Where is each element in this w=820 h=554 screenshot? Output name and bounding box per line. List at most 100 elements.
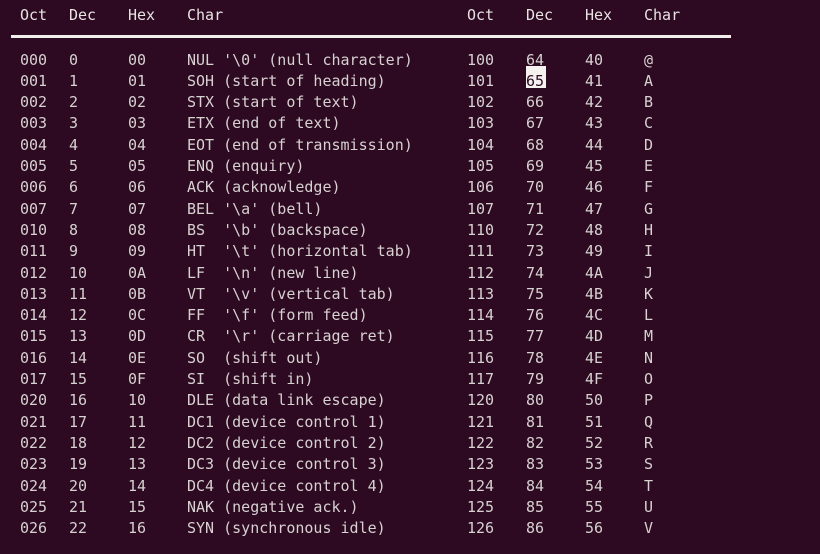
right-table-cell-oct: 125	[467, 497, 495, 516]
left-table-cell-char: DC1 (device control 1)	[187, 412, 386, 431]
right-table-cell-oct: 113	[467, 284, 495, 303]
right-table-cell-oct: 111	[467, 242, 495, 261]
right-table-cell-hex: 52	[585, 433, 604, 452]
right-table-cell-hex: 51	[585, 412, 604, 431]
right-table-cell-char: A	[644, 71, 654, 90]
left-table-cell-char: ENQ (enquiry)	[187, 157, 305, 175]
header-separator-rule	[11, 35, 731, 38]
left-table-cell-oct: 013	[20, 284, 48, 303]
right-table-cell-char: K	[644, 284, 654, 303]
left-table-cell-hex: 11	[128, 412, 147, 431]
left-table-cell-char: ACK (acknowledge)	[187, 178, 341, 197]
left-table-cell-hex: 07	[128, 199, 147, 218]
right-table-cell-dec: 71	[526, 199, 545, 218]
left-table-cell-oct: 023	[20, 455, 48, 474]
left-table-cell-char: BS '\b' (backspace)	[187, 220, 368, 239]
selected-cell-highlight[interactable]: 65	[525, 66, 547, 90]
right-table-cell-dec: 79	[526, 370, 545, 388]
left-table-cell-dec: 2	[69, 93, 79, 112]
right-table-cell-char: B	[644, 93, 654, 112]
left-table-cell-hex: 09	[128, 242, 147, 261]
right-table-cell-oct: 120	[467, 391, 495, 410]
right-table-cell-dec: 67	[526, 114, 545, 133]
left-table-cell-hex: 00	[128, 50, 147, 69]
right-table-cell-dec: 64	[526, 50, 545, 69]
left-table-cell-oct: 014	[20, 306, 48, 325]
left-table-cell-dec: 1	[69, 71, 79, 90]
left-table-cell-dec: 10	[69, 263, 88, 282]
right-table-cell-oct: 105	[467, 157, 495, 175]
right-table-cell-dec: 66	[526, 93, 545, 112]
right-table-cell-char: F	[644, 178, 654, 197]
left-table-cell-char: SYN (synchronous idle)	[187, 519, 386, 538]
left-table-cell-dec: 3	[69, 114, 79, 133]
left-table-cell-dec: 19	[69, 455, 88, 474]
right-table-cell-dec: 73	[526, 242, 545, 261]
right-table-cell-dec: 75	[526, 284, 545, 303]
left-table-cell-hex: 14	[128, 476, 147, 495]
left-table-cell-hex: 0B	[128, 284, 147, 303]
right-table-cell-hex: 53	[585, 455, 604, 474]
left-table-cell-hex: 01	[128, 71, 147, 90]
left-table-cell-hex: 13	[128, 455, 147, 474]
right-table-cell-hex: 55	[585, 497, 604, 516]
left-table-cell-oct: 017	[20, 370, 48, 388]
right-table-cell-hex: 49	[585, 242, 604, 261]
left-table-cell-oct: 011	[20, 242, 48, 261]
right-table-cell-dec: 69	[526, 157, 545, 175]
right-table-cell-char: @	[644, 50, 654, 69]
right-table-cell-char: U	[644, 497, 654, 516]
left-table-cell-dec: 0	[69, 50, 79, 69]
right-table-cell-char: V	[644, 519, 654, 538]
left-table-cell-char: DC2 (device control 2)	[187, 433, 386, 452]
left-table-cell-dec: 17	[69, 412, 88, 431]
right-table-cell-hex: 41	[585, 71, 604, 90]
right-table-cell-oct: 114	[467, 306, 495, 325]
right-table-cell-char: P	[644, 391, 654, 410]
right-table-cell-hex: 4F	[585, 370, 604, 388]
left-table-cell-dec: 8	[69, 220, 79, 239]
right-table-cell-hex: 44	[585, 135, 604, 154]
right-table-cell-oct: 110	[467, 220, 495, 239]
right-table-cell-char: L	[644, 306, 654, 325]
left-table-cell-oct: 002	[20, 93, 48, 112]
right-table-cell-hex: 42	[585, 93, 604, 112]
right-table-cell-dec: 83	[526, 455, 545, 474]
left-table-cell-hex: 0C	[128, 306, 147, 325]
left-table-cell-dec: 11	[69, 284, 88, 303]
right-table-cell-oct: 126	[467, 519, 495, 538]
left-table-cell-hex: 12	[128, 433, 147, 452]
left-table-cell-oct: 000	[20, 50, 48, 69]
left-table-cell-dec: 20	[69, 476, 88, 495]
left-table-cell-char: NAK (negative ack.)	[187, 497, 359, 516]
right-table-cell-dec: 80	[526, 391, 545, 410]
left-table-cell-dec: 7	[69, 199, 79, 218]
right-table-cell-hex: 50	[585, 391, 604, 410]
right-table-cell-char: Q	[644, 412, 654, 431]
right-table-header-dec: Dec	[526, 6, 554, 24]
right-table-cell-hex: 4A	[585, 263, 604, 282]
left-table-cell-oct: 005	[20, 157, 48, 175]
left-table-cell-char: ETX (end of text)	[187, 114, 341, 133]
left-table-cell-hex: 16	[128, 519, 147, 538]
left-table-cell-char: CR '\r' (carriage ret)	[187, 327, 395, 346]
right-table-cell-char: D	[644, 135, 654, 154]
left-table-cell-oct: 007	[20, 199, 48, 218]
right-table-header-hex: Hex	[585, 6, 613, 24]
left-table-cell-oct: 026	[20, 519, 48, 538]
left-table-cell-hex: 05	[128, 157, 147, 175]
right-table-cell-hex: 47	[585, 199, 604, 218]
right-table-cell-oct: 107	[467, 199, 495, 218]
right-table-cell-char: T	[644, 476, 654, 495]
left-table-cell-char: EOT (end of transmission)	[187, 135, 413, 154]
left-table-cell-oct: 012	[20, 263, 48, 282]
right-table-cell-hex: 46	[585, 178, 604, 197]
right-table-cell-hex: 45	[585, 157, 604, 175]
left-table-cell-hex: 02	[128, 93, 147, 112]
left-table-cell-char: NUL '\0' (null character)	[187, 50, 413, 69]
left-table-cell-dec: 22	[69, 519, 88, 538]
right-table-cell-dec: 70	[526, 178, 545, 197]
right-table-cell-hex: 4D	[585, 327, 604, 346]
right-table-cell-hex: 4B	[585, 284, 604, 303]
